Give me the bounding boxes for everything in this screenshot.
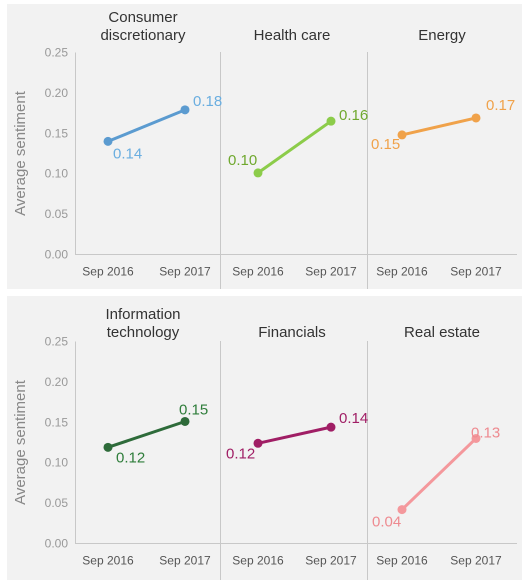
y-tick-label: 0.25 [45,335,69,349]
y-tick-label: 0.10 [45,167,69,181]
x-tick-label: Sep 2017 [450,265,502,279]
series-line [256,119,333,175]
data-point [326,422,336,432]
x-tick-label: Sep 2016 [232,265,284,279]
y-tick-label: 0.20 [45,375,69,389]
data-label: 0.14 [339,410,368,427]
series-line [106,419,187,449]
data-label: 0.15 [371,136,400,153]
y-axis-label: Average sentiment [12,90,29,216]
data-point [253,168,263,178]
data-label: 0.04 [372,514,401,531]
x-tick-label: Sep 2016 [82,554,134,568]
y-tick-label: 0.15 [45,415,69,429]
data-label: 0.14 [113,145,142,162]
x-tick-label: Sep 2017 [159,554,211,568]
panel-title: Health care [254,27,331,44]
series-line [106,108,187,143]
y-tick-label: 0.05 [45,496,69,510]
data-point [326,116,336,126]
series-line [400,436,478,512]
data-label: 0.13 [471,424,500,441]
y-axis-label: Average sentiment [12,379,29,505]
panel-title: Information [105,306,180,323]
data-point [103,442,113,452]
data-label: 0.18 [193,93,222,110]
y-tick-label: 0.25 [45,46,69,60]
y-tick-label: 0.00 [45,248,69,262]
chart-row-top: Average sentiment 0.25 0.20 0.15 0.10 0.05 0.0… [7,4,522,289]
y-tick-label: 0.05 [45,207,69,221]
y-tick-label: 0.15 [45,126,69,140]
chart-row-bottom-svg: Average sentiment 0.25 0.20 0.15 0.10 0.05 0.0… [12,306,517,580]
x-tick-label: Sep 2016 [376,265,428,279]
panel-title: Energy [418,27,466,44]
x-tick-label: Sep 2016 [232,554,284,568]
data-point [253,438,263,448]
y-tick-label: 0.20 [45,86,69,100]
data-label: 0.15 [179,401,208,418]
data-point [471,113,481,123]
y-tick-label: 0.00 [45,537,69,551]
chart-row-bottom: Average sentiment 0.25 0.20 0.15 0.10 0.05 0.0… [7,296,522,580]
data-label: 0.17 [486,97,515,114]
x-tick-label: Sep 2017 [305,265,357,279]
panel-title: Real estate [404,324,480,341]
data-label: 0.16 [339,107,368,124]
data-point [397,130,407,140]
x-tick-label: Sep 2017 [305,554,357,568]
series-line [400,116,478,137]
x-tick-label: Sep 2017 [159,265,211,279]
chart-row-top-svg: Average sentiment 0.25 0.20 0.15 0.10 0.05 0.0… [12,9,517,289]
panel-title: technology [107,324,180,341]
series-line [256,425,333,445]
data-point [103,136,113,146]
panel-title: Consumer [108,9,177,26]
data-point [180,105,190,115]
y-tick-label: 0.10 [45,456,69,470]
panel-title: discretionary [100,27,186,44]
data-point [397,505,407,515]
data-label: 0.12 [116,449,145,466]
data-point [180,416,190,426]
x-tick-label: Sep 2016 [376,554,428,568]
data-label: 0.10 [228,152,257,169]
data-point [471,433,481,443]
panel-title: Financials [258,324,326,341]
x-tick-label: Sep 2016 [82,265,134,279]
data-label: 0.12 [226,445,255,462]
x-tick-label: Sep 2017 [450,554,502,568]
